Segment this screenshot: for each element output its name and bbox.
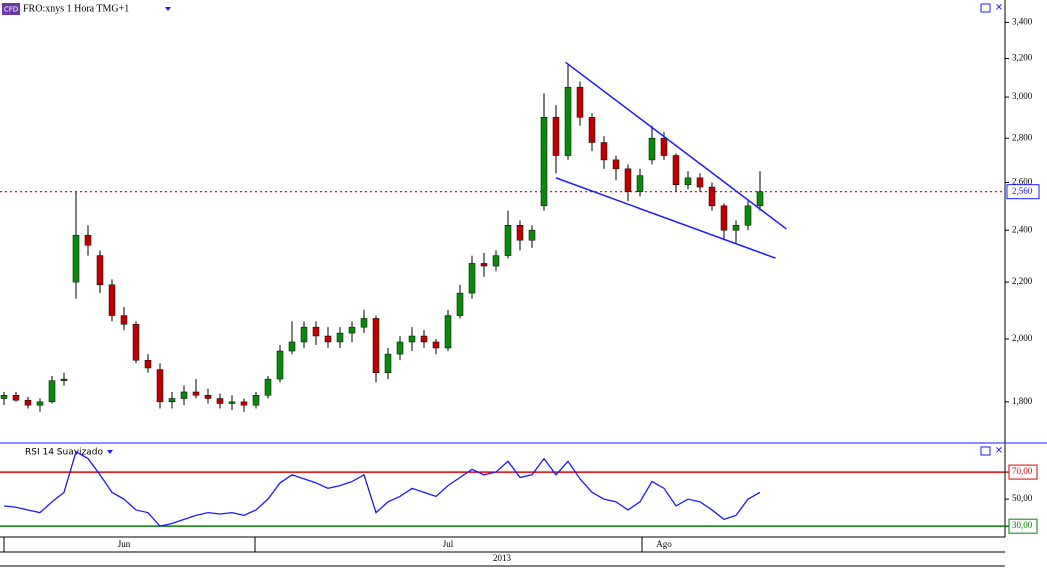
y-tick-label: 2,400 (1012, 224, 1033, 234)
badge: CFD (4, 6, 18, 14)
candle-body (84, 234, 92, 246)
close-button[interactable]: ✕ (995, 2, 1003, 13)
candle-body (660, 137, 668, 156)
candle-body (348, 326, 356, 334)
indicator-menu[interactable] (107, 450, 113, 454)
candle-body (576, 86, 584, 118)
candle-body (228, 401, 236, 404)
candle-body (456, 292, 464, 316)
candle-body (168, 398, 176, 403)
candle-body (492, 255, 500, 267)
candle-body (564, 86, 572, 156)
candle-body (552, 117, 560, 156)
candle-body (216, 398, 224, 404)
candle-body (708, 186, 716, 207)
y-tick-label: 1,800 (1012, 396, 1033, 406)
candle-body (600, 142, 608, 161)
candle-body (372, 318, 380, 373)
candle-body (588, 117, 596, 143)
candle-body (0, 394, 8, 399)
maximize-button[interactable] (980, 446, 991, 456)
candle-body (144, 359, 152, 369)
candle-body (360, 318, 368, 328)
candle-body (24, 399, 32, 406)
candle-body (444, 315, 452, 349)
y-tick-label: 3,000 (1012, 91, 1033, 101)
candle-body (672, 155, 680, 185)
last-price-label: 2,560 (1012, 186, 1033, 196)
candle-body (312, 326, 320, 337)
candle-body (504, 224, 512, 256)
candle-body (288, 341, 296, 352)
candle-body (420, 335, 428, 343)
candle-body (60, 378, 68, 381)
close-button[interactable]: ✕ (995, 445, 1003, 456)
trend-line (555, 177, 776, 259)
title-menu[interactable] (165, 7, 171, 11)
rsi-line (3, 450, 761, 527)
candle-body (540, 117, 548, 207)
candle-body (516, 224, 524, 241)
y-tick-label: 2,000 (1012, 333, 1033, 343)
candle-body (336, 332, 344, 343)
x-axis-label: 2013 (493, 553, 512, 563)
candle-body (108, 284, 116, 316)
maximize-button[interactable] (980, 3, 991, 13)
candle-body (480, 263, 488, 267)
y-tick-label: 2,600 (1012, 177, 1033, 187)
y-tick-label: 50,00 (1012, 493, 1033, 503)
tick-box (1008, 518, 1038, 534)
x-tick-label: Ago (656, 539, 672, 549)
badge-box (2, 3, 20, 15)
candle-body (684, 177, 692, 185)
candle-body (468, 263, 476, 294)
candle-body (276, 350, 284, 380)
candle-body (180, 391, 188, 399)
y-tick-label: 3,200 (1012, 53, 1033, 63)
last-price-box (1006, 184, 1040, 200)
candle-body (324, 335, 332, 343)
candle-body (408, 335, 416, 343)
trend-line (565, 61, 787, 230)
candle-body (192, 391, 200, 396)
y-tick-label: 30,00 (1012, 520, 1033, 530)
tick-box (1008, 464, 1038, 480)
x-tick-label: Jul (443, 539, 454, 549)
candle-body (528, 229, 536, 241)
candle-body (732, 224, 740, 231)
indicator-title: RSI 14 Suavizado (25, 448, 104, 458)
candle-body (48, 380, 56, 403)
candle-body (156, 369, 164, 403)
x-tick-label: Jun (118, 539, 131, 549)
candle-body (204, 394, 212, 399)
y-tick-label: 2,800 (1012, 132, 1033, 142)
candle-body (720, 205, 728, 231)
candle-body (96, 255, 104, 286)
y-tick-label: 3,400 (1012, 16, 1033, 26)
candle-body (264, 378, 272, 396)
y-tick-label: 2,200 (1012, 276, 1033, 286)
y-tick-label: 70,00 (1012, 466, 1033, 476)
candle-body (636, 175, 644, 192)
candle-body (612, 159, 620, 170)
candle-body (384, 353, 392, 373)
candle-body (120, 315, 128, 325)
candle-body (12, 394, 20, 401)
candle-body (696, 177, 704, 188)
candle-body (300, 326, 308, 343)
chart-title: FRO:xnys 1 Hora TMG+1 (23, 3, 129, 14)
candle-body (624, 168, 632, 192)
candle-body (132, 323, 140, 361)
candle-body (432, 341, 440, 349)
candle-body (396, 341, 404, 355)
candle-body (744, 205, 752, 226)
candle-body (36, 401, 44, 406)
candle-body (648, 137, 656, 161)
candle-body (252, 394, 260, 406)
candle-body (240, 401, 248, 406)
candle-body (756, 191, 764, 207)
candle-body (72, 234, 80, 283)
